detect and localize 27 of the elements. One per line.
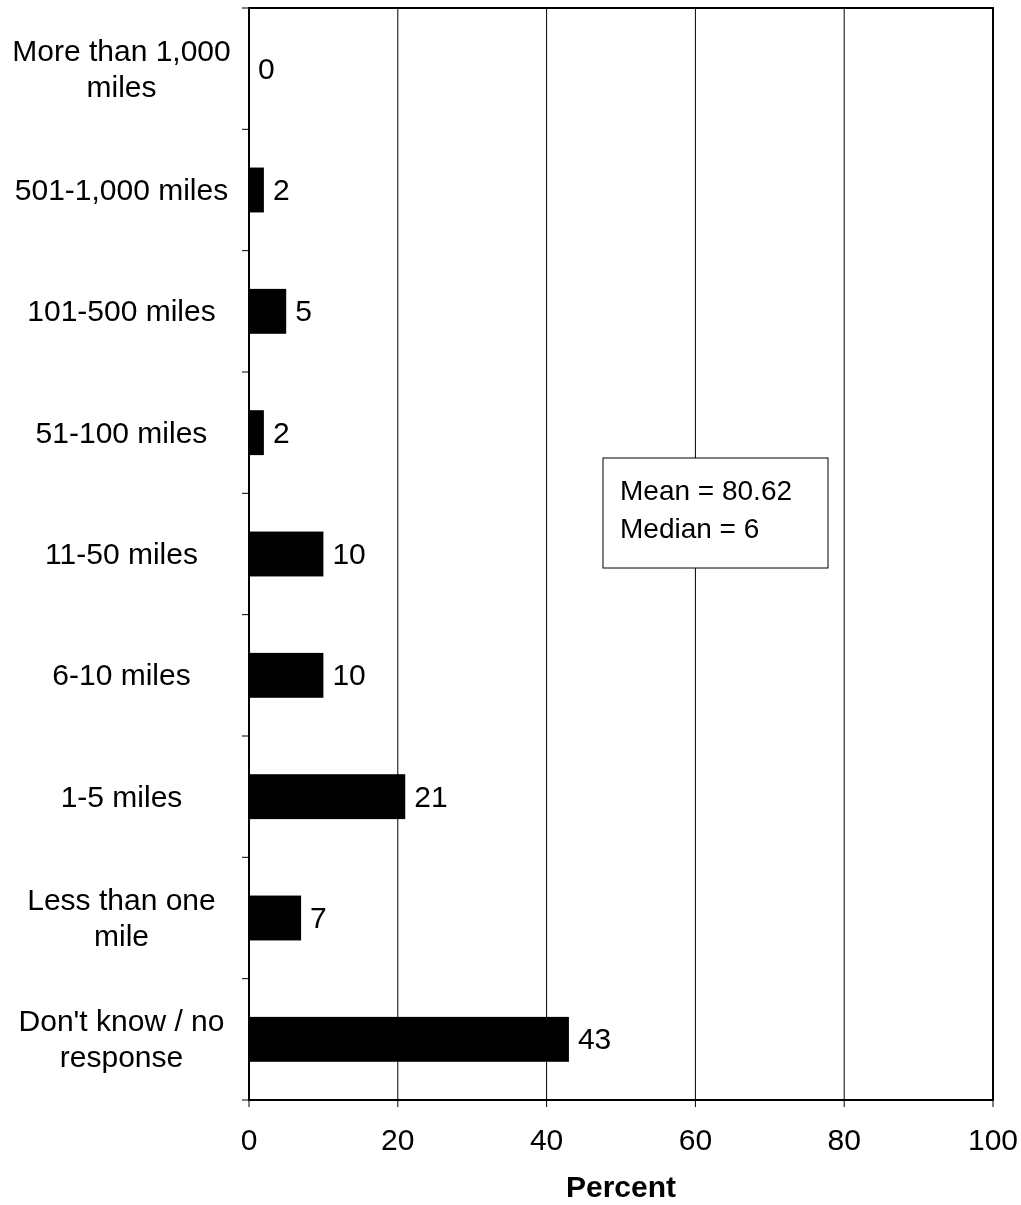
data-label: 10 — [332, 537, 366, 570]
y-tick-label: Less than one mile — [27, 883, 216, 952]
y-tick-label: Don't know / no response — [18, 1004, 225, 1074]
x-tick-label: 0 — [240, 1123, 258, 1156]
data-label: 2 — [272, 173, 290, 206]
x-tick-label: 60 — [678, 1123, 713, 1156]
data-label: 0 — [258, 51, 275, 85]
x-axis-title: Percent — [565, 1170, 677, 1203]
y-tick-label: 1-5 miles — [60, 779, 183, 813]
data-label: 43 — [577, 1022, 612, 1056]
annotation: Median = 6 — [620, 513, 760, 544]
y-tick-label: 51-100 miles — [35, 415, 208, 449]
y-tick-label: 101-500 miles — [27, 294, 216, 328]
y-tick-label: 501-1,000 miles — [14, 173, 229, 206]
annotation: Mean = 80.62 — [620, 475, 793, 506]
x-tick-label: 40 — [529, 1123, 564, 1156]
y-tick-label: 6-10 miles — [52, 658, 191, 692]
data-label: 7 — [310, 901, 327, 934]
data-label: 10 — [332, 658, 366, 692]
data-label: 2 — [272, 415, 290, 449]
data-label: 5 — [295, 294, 312, 328]
y-tick-label: More than 1,000 miles — [12, 33, 231, 103]
x-tick-label: 100 — [967, 1123, 1019, 1156]
y-tick-label: 11-50 miles — [45, 537, 198, 570]
x-tick-label: 80 — [827, 1123, 861, 1156]
x-tick-label: 20 — [381, 1123, 415, 1156]
data-label: 21 — [414, 779, 448, 813]
